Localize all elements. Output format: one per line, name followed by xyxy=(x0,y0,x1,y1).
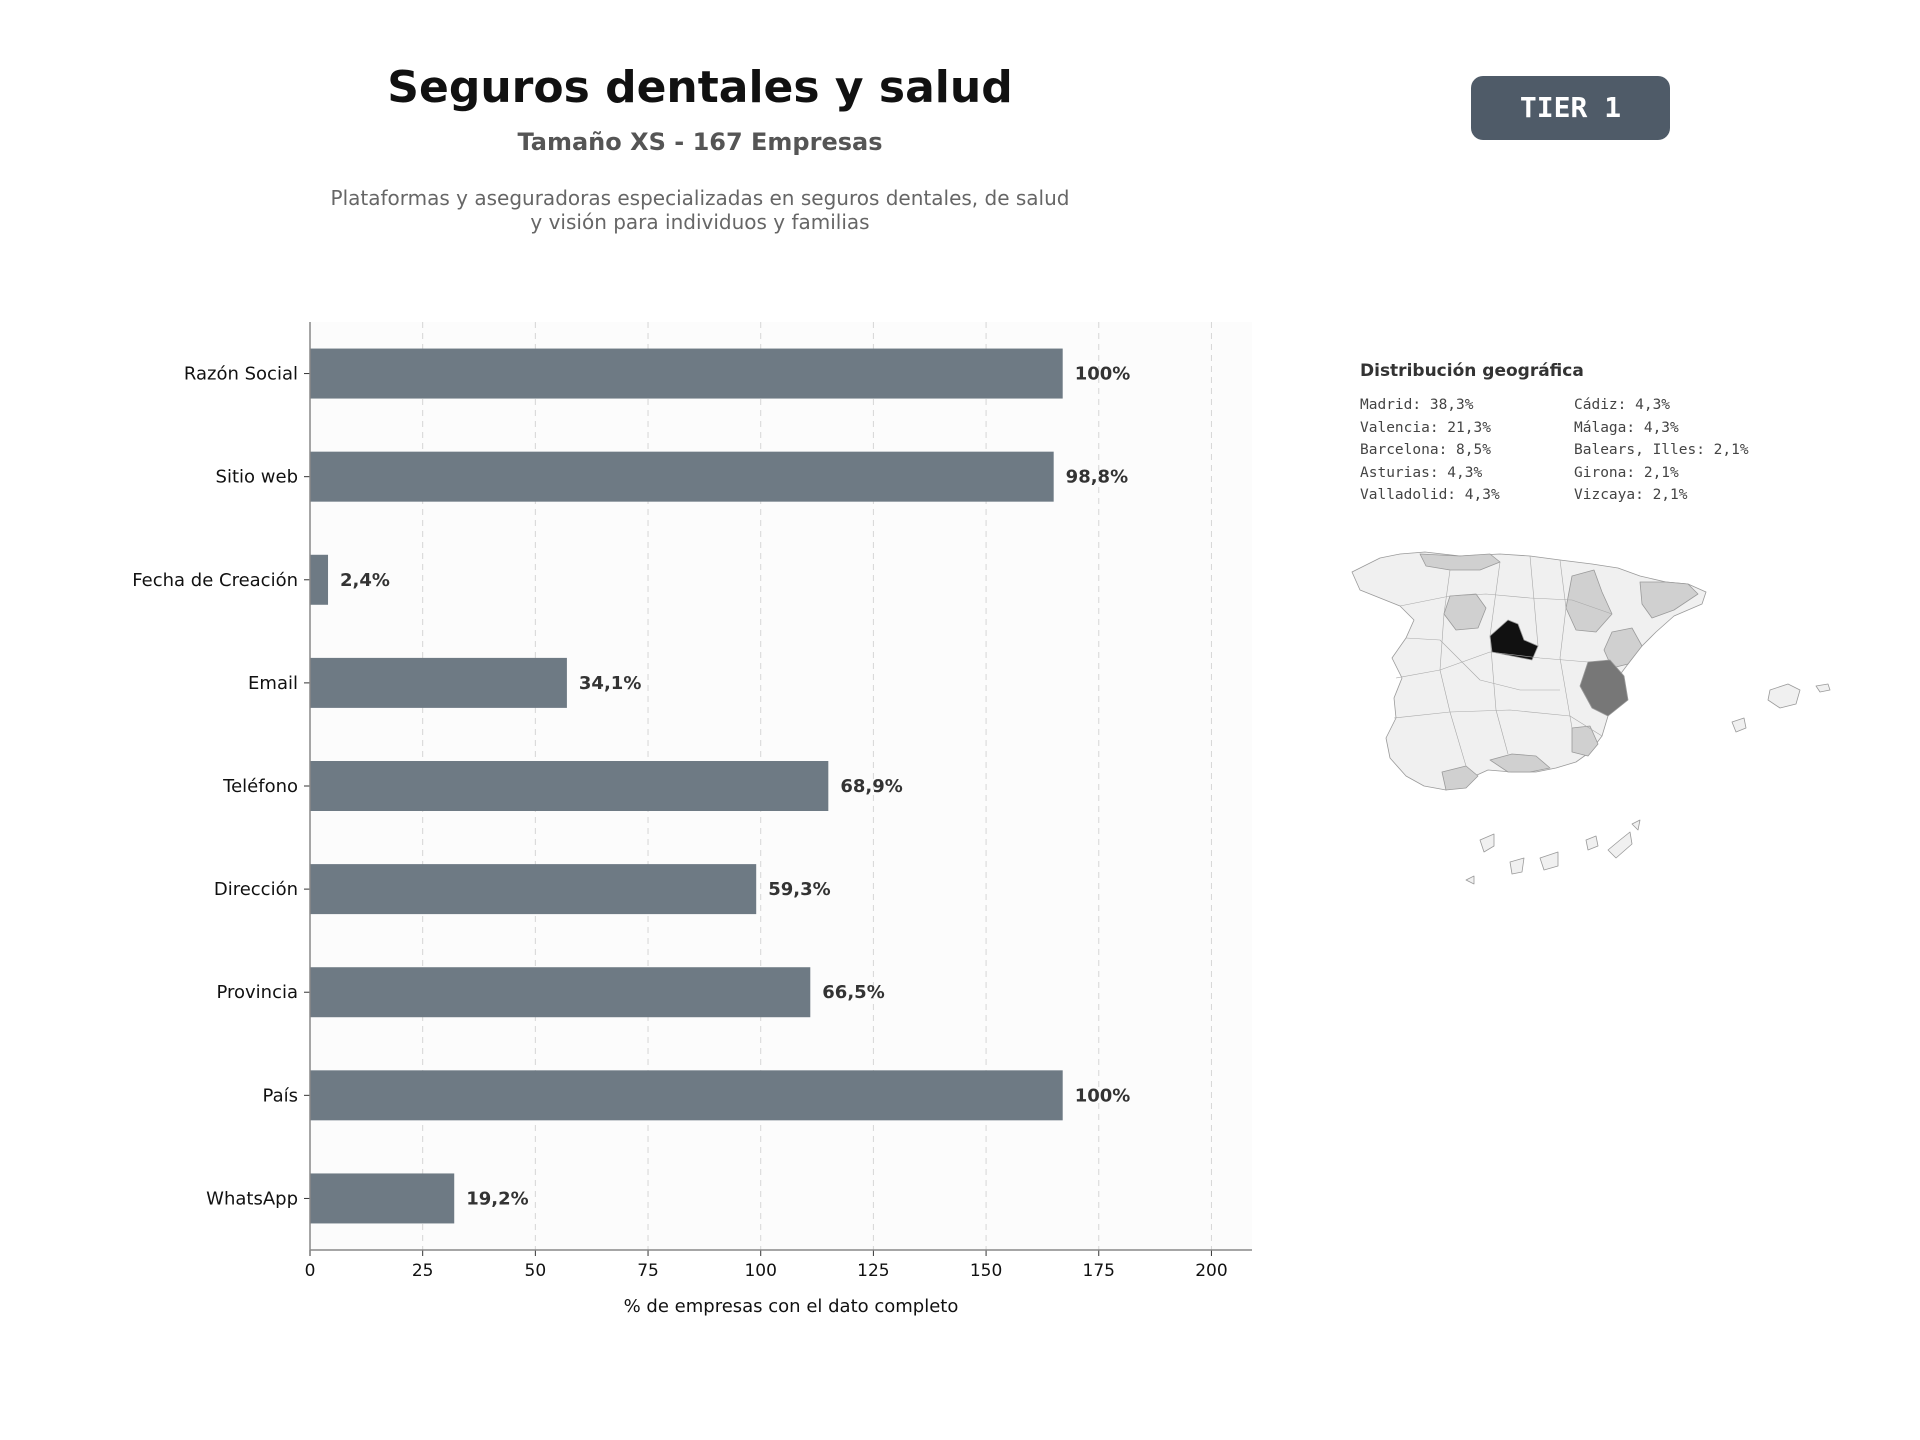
page-description: Plataformas y aseguradoras especializada… xyxy=(330,186,1070,234)
x-tick-label: 0 xyxy=(305,1261,316,1281)
geo-distribution-title: Distribución geográfica xyxy=(1360,361,1584,381)
x-tick-label: 75 xyxy=(637,1261,659,1281)
geo-item: Cádiz: 4,3% xyxy=(1574,397,1671,413)
data-label: 34,1% xyxy=(579,673,641,694)
x-tick-label: 100 xyxy=(744,1261,776,1281)
map-canarias-5 xyxy=(1607,831,1633,859)
map-canarias-3 xyxy=(1539,851,1559,871)
page-subtitle: Tamaño XS - 167 Empresas xyxy=(517,128,883,156)
map-mallorca xyxy=(1767,683,1801,709)
bar xyxy=(310,657,567,708)
data-label: 68,9% xyxy=(840,776,902,797)
x-axis-label: % de empresas con el dato completo xyxy=(624,1296,959,1317)
x-tick-label: 175 xyxy=(1083,1261,1115,1281)
map-castellon xyxy=(1603,627,1643,669)
page-title: Seguros dentales y salud xyxy=(387,62,1013,113)
geo-item: Barcelona: 8,5% xyxy=(1360,442,1491,458)
map-valencia xyxy=(1579,659,1629,717)
category-label: WhatsApp xyxy=(206,1188,298,1209)
data-label: 59,3% xyxy=(768,879,830,900)
geo-item: Vizcaya: 2,1% xyxy=(1574,487,1688,503)
bar xyxy=(310,1070,1063,1121)
map-canarias-6 xyxy=(1631,819,1641,831)
data-label: 66,5% xyxy=(822,982,884,1003)
map-malaga xyxy=(1489,753,1551,773)
map-asturias xyxy=(1419,553,1501,571)
spain-map xyxy=(1351,551,1831,885)
category-label: Provincia xyxy=(216,982,298,1003)
data-label: 2,4% xyxy=(340,570,390,591)
geo-item: Valencia: 21,3% xyxy=(1360,419,1491,436)
bar xyxy=(310,967,811,1018)
data-label: 100% xyxy=(1075,364,1131,385)
category-label: Razón Social xyxy=(184,364,298,385)
category-label: Fecha de Creación xyxy=(132,570,298,591)
x-tick-label: 150 xyxy=(970,1261,1002,1281)
geo-distribution-list: Madrid: 38,3% Cádiz: 4,3% Valencia: 21,3… xyxy=(1360,397,1800,503)
map-canarias-2 xyxy=(1509,857,1525,875)
x-tick-label: 50 xyxy=(525,1261,547,1281)
geo-item: Girona: 2,1% xyxy=(1574,464,1679,481)
bar xyxy=(310,554,329,605)
category-label: País xyxy=(263,1085,298,1106)
data-label: 98,8% xyxy=(1066,467,1128,488)
geo-item: Asturias: 4,3% xyxy=(1360,464,1483,481)
category-label: Sitio web xyxy=(216,467,298,488)
map-menorca xyxy=(1815,683,1831,693)
map-ibiza xyxy=(1731,717,1747,733)
bar-chart: 0 25 50 75 100 125 150 175 200 Razón Social 100% Si… xyxy=(132,322,1252,1317)
bar xyxy=(310,1173,455,1224)
geo-item: Málaga: 4,3% xyxy=(1574,419,1679,436)
geo-item: Balears, Illes: 2,1% xyxy=(1574,442,1749,458)
map-catalonia xyxy=(1639,581,1699,619)
map-aragon-light xyxy=(1565,569,1613,633)
x-tick-label: 125 xyxy=(857,1261,889,1281)
bar xyxy=(310,864,757,915)
x-tick-label: 25 xyxy=(412,1261,434,1281)
bar xyxy=(310,761,829,811)
data-label: 100% xyxy=(1075,1085,1131,1106)
tier-badge: TIER 1 xyxy=(1471,76,1670,140)
category-label: Dirección xyxy=(214,879,298,900)
category-label: Email xyxy=(248,673,298,694)
data-label: 19,2% xyxy=(466,1188,528,1209)
bar xyxy=(310,451,1054,502)
map-canarias-1 xyxy=(1479,833,1495,853)
map-cadiz xyxy=(1441,765,1479,791)
category-label: Teléfono xyxy=(222,776,298,797)
map-canarias-7 xyxy=(1465,875,1475,885)
bar xyxy=(310,348,1063,399)
geo-item: Madrid: 38,3% xyxy=(1360,397,1474,413)
map-canarias-4 xyxy=(1585,835,1599,851)
x-tick-label: 200 xyxy=(1195,1261,1227,1281)
geo-item: Valladolid: 4,3% xyxy=(1360,487,1500,503)
